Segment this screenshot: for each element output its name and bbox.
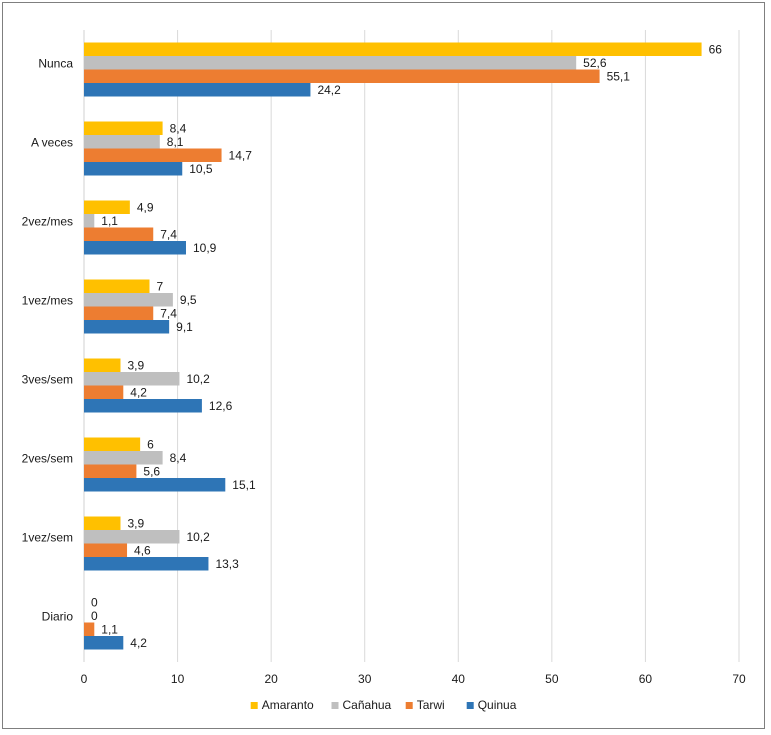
category-labels: Nunca A veces 2vez/mes 1vez/mes 3ves/sem 2ves… xyxy=(22,57,74,624)
bar-amaranto-2vez-mes xyxy=(84,200,130,214)
data-label-canahua-1vez-mes: 9,5 xyxy=(180,293,197,307)
gridlines xyxy=(83,30,740,662)
legend-swatch-tarwi xyxy=(405,702,413,709)
data-label-canahua-diario: 0 xyxy=(91,609,98,623)
bar-tarwi-a-veces xyxy=(84,148,222,162)
bar-canahua-2ves-sem xyxy=(84,451,163,465)
bar-quinua-nunca xyxy=(84,83,311,97)
x-tick-label-60: 60 xyxy=(639,672,653,686)
data-label-amaranto-1vez-mes: 7 xyxy=(157,279,164,293)
legend-swatch-amaranto xyxy=(250,702,258,709)
x-tick-label-30: 30 xyxy=(358,672,372,686)
bar-tarwi-1vez-mes xyxy=(84,306,154,320)
data-label-amaranto-1vez-sem: 3,9 xyxy=(127,516,144,530)
data-label-canahua-3ves-sem: 10,2 xyxy=(186,372,210,386)
data-label-amaranto-3ves-sem: 3,9 xyxy=(127,358,144,372)
bar-amaranto-3ves-sem xyxy=(84,358,121,372)
data-label-amaranto-2vez-mes: 4,9 xyxy=(137,200,154,214)
x-tick-label-20: 20 xyxy=(264,672,278,686)
legend: Amaranto Cañahua Tarwi Quinua xyxy=(250,698,517,712)
legend-item-quinua: Quinua xyxy=(466,698,517,712)
bar-quinua-3ves-sem xyxy=(84,399,202,413)
bar-tarwi-diario xyxy=(84,622,95,636)
data-label-amaranto-nunca: 66 xyxy=(709,42,723,56)
data-label-canahua-2ves-sem: 8,4 xyxy=(170,451,187,465)
bar-quinua-2vez-mes xyxy=(84,241,186,255)
category-label-3ves-sem: 3ves/sem xyxy=(22,373,73,387)
legend-label-canahua: Cañahua xyxy=(343,698,392,712)
data-label-canahua-nunca: 52,6 xyxy=(583,56,607,70)
bar-amaranto-a-veces xyxy=(84,121,163,135)
data-label-tarwi-2ves-sem: 5,6 xyxy=(143,464,160,478)
legend-label-tarwi: Tarwi xyxy=(417,698,445,712)
bar-canahua-nunca xyxy=(84,56,577,70)
x-tick-label-40: 40 xyxy=(452,672,466,686)
data-label-amaranto-2ves-sem: 6 xyxy=(147,437,154,451)
data-label-tarwi-1vez-mes: 7,4 xyxy=(160,306,177,320)
bar-amaranto-nunca xyxy=(84,42,702,56)
data-labels: 6652,655,124,28,48,114,710,54,91,17,410,… xyxy=(91,42,722,650)
data-label-quinua-1vez-sem: 13,3 xyxy=(215,557,239,571)
category-label-nunca: Nunca xyxy=(38,57,73,71)
data-label-tarwi-diario: 1,1 xyxy=(101,622,118,636)
bar-tarwi-3ves-sem xyxy=(84,385,124,399)
bar-amaranto-2ves-sem xyxy=(84,437,141,451)
legend-swatch-quinua xyxy=(466,702,474,709)
bar-canahua-1vez-mes xyxy=(84,293,173,307)
data-label-tarwi-3ves-sem: 4,2 xyxy=(130,385,147,399)
data-label-tarwi-2vez-mes: 7,4 xyxy=(160,227,177,241)
legend-swatch-canahua xyxy=(331,702,339,709)
bar-canahua-a-veces xyxy=(84,135,160,149)
x-tick-label-10: 10 xyxy=(171,672,185,686)
data-label-quinua-diario: 4,2 xyxy=(130,636,147,650)
bar-canahua-3ves-sem xyxy=(84,372,180,386)
bar-tarwi-2vez-mes xyxy=(84,227,154,241)
bar-quinua-1vez-mes xyxy=(84,320,170,334)
x-axis-ticks: 0 10 20 30 40 50 60 70 xyxy=(81,672,746,686)
bar-tarwi-2ves-sem xyxy=(84,464,137,478)
data-label-quinua-3ves-sem: 12,6 xyxy=(209,399,233,413)
bar-quinua-2ves-sem xyxy=(84,478,226,492)
legend-item-tarwi: Tarwi xyxy=(405,698,445,712)
bar-amaranto-1vez-sem xyxy=(84,516,121,530)
bars xyxy=(84,42,702,650)
data-label-quinua-1vez-mes: 9,1 xyxy=(176,320,193,334)
bar-amaranto-1vez-mes xyxy=(84,279,150,293)
bar-tarwi-1vez-sem xyxy=(84,543,128,557)
data-label-tarwi-nunca: 55,1 xyxy=(607,69,631,83)
category-label-2ves-sem: 2ves/sem xyxy=(22,452,73,466)
bar-canahua-2vez-mes xyxy=(84,214,95,228)
x-tick-label-50: 50 xyxy=(545,672,559,686)
legend-item-canahua: Cañahua xyxy=(331,698,392,712)
category-label-1vez-sem: 1vez/sem xyxy=(22,531,73,545)
data-label-canahua-a-veces: 8,1 xyxy=(167,135,184,149)
data-label-tarwi-a-veces: 14,7 xyxy=(229,148,253,162)
bar-quinua-diario xyxy=(84,636,124,650)
legend-item-amaranto: Amaranto xyxy=(250,698,314,712)
bar-tarwi-nunca xyxy=(84,69,600,83)
data-label-tarwi-1vez-sem: 4,6 xyxy=(134,543,151,557)
legend-label-quinua: Quinua xyxy=(478,698,517,712)
data-label-quinua-nunca: 24,2 xyxy=(317,83,341,97)
data-label-quinua-2vez-mes: 10,9 xyxy=(193,241,217,255)
data-label-quinua-a-veces: 10,5 xyxy=(189,162,213,176)
legend-label-amaranto: Amaranto xyxy=(262,698,314,712)
chart-frame: 66 52,6 55,1 24,2 8,4 8,1 14,7 10,5 4,9 1,1 7,4 10,… xyxy=(2,2,765,729)
x-tick-label-0: 0 xyxy=(81,672,88,686)
category-label-a-veces: A veces xyxy=(31,136,73,150)
category-label-1vez-mes: 1vez/mes xyxy=(22,294,73,308)
bar-quinua-1vez-sem xyxy=(84,557,209,571)
category-label-2vez-mes: 2vez/mes xyxy=(22,215,73,229)
bar-quinua-a-veces xyxy=(84,162,183,176)
data-label-amaranto-diario: 0 xyxy=(91,595,98,609)
bar-chart: 6652,655,124,28,48,114,710,54,91,17,410,… xyxy=(22,30,746,712)
data-label-quinua-2ves-sem: 15,1 xyxy=(232,478,256,492)
data-label-canahua-2vez-mes: 1,1 xyxy=(101,214,118,228)
bar-canahua-1vez-sem xyxy=(84,530,180,544)
data-label-canahua-1vez-sem: 10,2 xyxy=(186,530,210,544)
x-tick-label-70: 70 xyxy=(732,672,746,686)
category-label-diario: Diario xyxy=(42,610,74,624)
data-label-amaranto-a-veces: 8,4 xyxy=(170,121,187,135)
